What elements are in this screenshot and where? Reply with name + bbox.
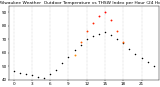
Point [49,73,51,75]
Point [85,30,88,32]
Point [98,16,100,17]
Point [79,44,82,45]
Point [98,33,100,34]
Point [73,49,76,51]
Point [55,69,58,71]
Point [67,56,70,57]
Point [31,75,33,76]
Point [43,78,45,79]
Point [79,41,82,43]
Title: Milwaukee Weather  Outdoor Temperature vs THSW Index per Hour (24 Hours): Milwaukee Weather Outdoor Temperature vs… [0,1,160,5]
Point [73,55,76,56]
Point [24,73,27,75]
Point [12,71,15,72]
Point [140,57,143,59]
Point [18,72,21,74]
Point [92,22,94,24]
Point [134,53,137,55]
Point [122,42,124,44]
Point [61,63,64,64]
Point [104,12,106,13]
Point [116,38,118,40]
Point [128,48,131,49]
Point [104,32,106,33]
Point [116,30,118,32]
Point [85,38,88,40]
Point [110,20,112,21]
Point [152,65,155,67]
Point [92,36,94,37]
Point [146,61,149,63]
Point [122,41,124,43]
Point [37,76,39,78]
Point [110,34,112,36]
